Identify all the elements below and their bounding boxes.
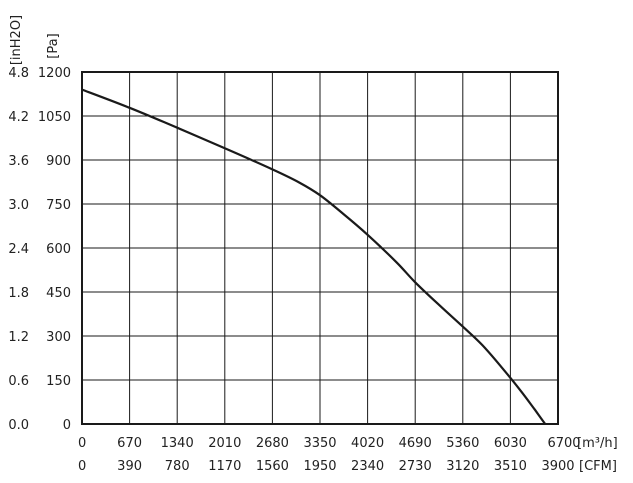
x-tick-label-m3h: 4690 <box>399 436 432 451</box>
x-tick-label-cfm: 3900 <box>541 459 574 474</box>
y-tick-label-pa: 750 <box>46 198 71 213</box>
x-tick-label-cfm: 3120 <box>446 459 479 474</box>
x-tick-label-m3h: 1340 <box>161 436 194 451</box>
x-tick-label-m3h: 6030 <box>494 436 527 451</box>
frame-layer <box>81 71 559 425</box>
y-tick-label-pa: 300 <box>46 330 71 345</box>
x-axis-unit-m3h: [m³/h] <box>577 436 618 451</box>
x-tick-label-m3h: 2680 <box>256 436 289 451</box>
grid-layer <box>82 72 558 424</box>
y-tick-labels: 0 150 300 450 600 750 900 1050 1200 0.0 0.6 1.2 1.8 2… <box>8 66 71 433</box>
plot-frame <box>81 71 559 425</box>
x-tick-label-cfm: 2340 <box>351 459 384 474</box>
x-tick-label-m3h: 3350 <box>303 436 336 451</box>
x-tick-label-m3h: 2010 <box>208 436 241 451</box>
y-tick-label-pa: 1200 <box>38 66 71 81</box>
x-tick-label-cfm: 3510 <box>494 459 527 474</box>
y-tick-label-pa: 150 <box>46 374 71 389</box>
x-tick-label-cfm: 1950 <box>303 459 336 474</box>
y-tick-label-pa: 600 <box>46 242 71 257</box>
y-tick-label-inh2o: 4.8 <box>8 66 29 81</box>
x-tick-label-m3h: 670 <box>117 436 142 451</box>
x-tick-labels: 0 670 1340 2010 2680 3350 4020 4690 5360 6030 6700… <box>78 436 581 474</box>
x-tick-label-m3h: 0 <box>78 436 86 451</box>
x-tick-label-cfm: 2730 <box>399 459 432 474</box>
y-tick-label-pa: 1050 <box>38 110 71 125</box>
x-tick-label-m3h: 5360 <box>446 436 479 451</box>
y-tick-label-inh2o: 1.8 <box>8 286 29 301</box>
pressure-curve-0 <box>81 88 547 425</box>
x-tick-label-cfm: 1170 <box>208 459 241 474</box>
y-axis-unit-inh2o: [inH2O] <box>9 15 24 65</box>
y-tick-label-pa: 0 <box>63 418 71 433</box>
y-tick-label-inh2o: 1.2 <box>8 330 29 345</box>
y-tick-label-inh2o: 3.6 <box>8 154 29 169</box>
x-tick-label-cfm: 1560 <box>256 459 289 474</box>
x-tick-label-m3h: 6700 <box>547 436 580 451</box>
y-tick-label-pa: 900 <box>46 154 71 169</box>
y-tick-label-inh2o: 2.4 <box>8 242 29 257</box>
x-tick-label-cfm: 780 <box>165 459 190 474</box>
x-tick-label-m3h: 4020 <box>351 436 384 451</box>
y-tick-label-pa: 450 <box>46 286 71 301</box>
y-tick-label-inh2o: 0.0 <box>8 418 29 433</box>
y-axis-unit-pa: [Pa] <box>46 33 61 58</box>
y-tick-label-inh2o: 4.2 <box>8 110 29 125</box>
y-tick-label-inh2o: 3.0 <box>8 198 29 213</box>
x-tick-label-cfm: 0 <box>78 459 86 474</box>
y-tick-label-inh2o: 0.6 <box>8 374 29 389</box>
x-axis-unit-cfm: [CFM] <box>579 459 617 474</box>
curve-layer <box>81 88 547 425</box>
x-tick-label-cfm: 390 <box>117 459 142 474</box>
